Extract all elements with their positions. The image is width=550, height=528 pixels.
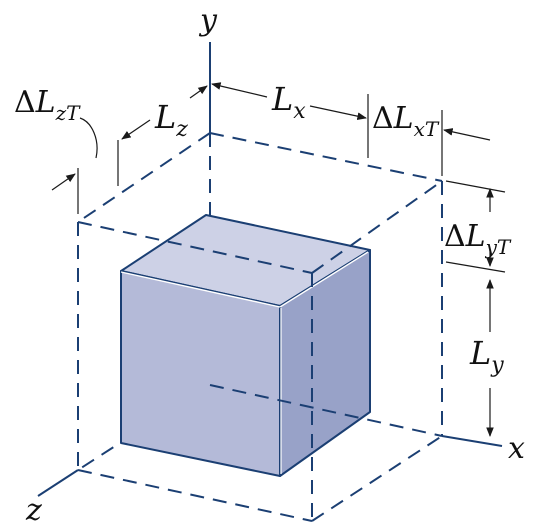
dimension-ly: [445, 180, 506, 437]
expanded-box-front-edges: [77, 180, 443, 522]
ly-label: Ly: [469, 334, 504, 378]
dimension-lx: [211, 82, 491, 176]
lz-label: Lz: [154, 98, 188, 142]
solid-cube: [120, 214, 371, 477]
cube-front-face: [120, 270, 281, 477]
z-axis-label: z: [25, 493, 42, 528]
coordinate-axes: [37, 42, 503, 497]
delta-lzt-label: ΔLzT: [14, 85, 81, 125]
x-axis-label: x: [508, 431, 525, 466]
lx-label: Lx: [271, 80, 306, 124]
delta-lyt-label: ΔLyT: [444, 219, 512, 259]
delta-lxt-label: ΔLxT: [372, 101, 440, 141]
y-axis-label: y: [198, 3, 218, 38]
z-axis-line: [37, 469, 79, 497]
dimension-lz: [51, 85, 208, 214]
x-axis-line: [441, 435, 503, 447]
